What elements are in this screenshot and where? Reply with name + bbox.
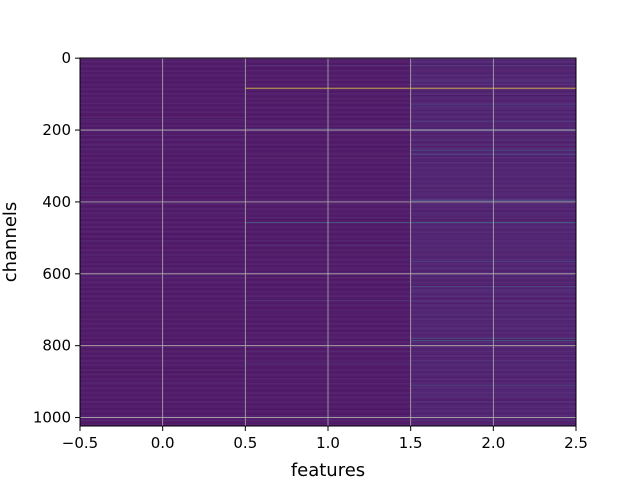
x-tick-label: 0.0 <box>151 434 175 452</box>
x-tick-label: 2.5 <box>564 434 588 452</box>
y-axis: 0 200 400 600 800 1000 <box>33 49 80 427</box>
y-axis-label: channels <box>0 202 21 283</box>
x-tick-label: 2.0 <box>481 434 505 452</box>
y-tick-label: 1000 <box>33 409 71 427</box>
x-axis: −0.5 0.0 0.5 1.0 1.5 2.0 2.5 <box>62 426 588 452</box>
y-tick-label: 0 <box>61 49 71 67</box>
x-tick-label: 1.0 <box>316 434 340 452</box>
y-tick-label: 600 <box>42 265 71 283</box>
y-tick-label: 200 <box>42 121 71 139</box>
y-tick-label: 400 <box>42 193 71 211</box>
y-tick-label: 800 <box>42 337 71 355</box>
x-tick-label: 0.5 <box>233 434 257 452</box>
x-axis-label: features <box>291 460 365 480</box>
x-tick-label: −0.5 <box>62 434 98 452</box>
x-tick-label: 1.5 <box>399 434 423 452</box>
